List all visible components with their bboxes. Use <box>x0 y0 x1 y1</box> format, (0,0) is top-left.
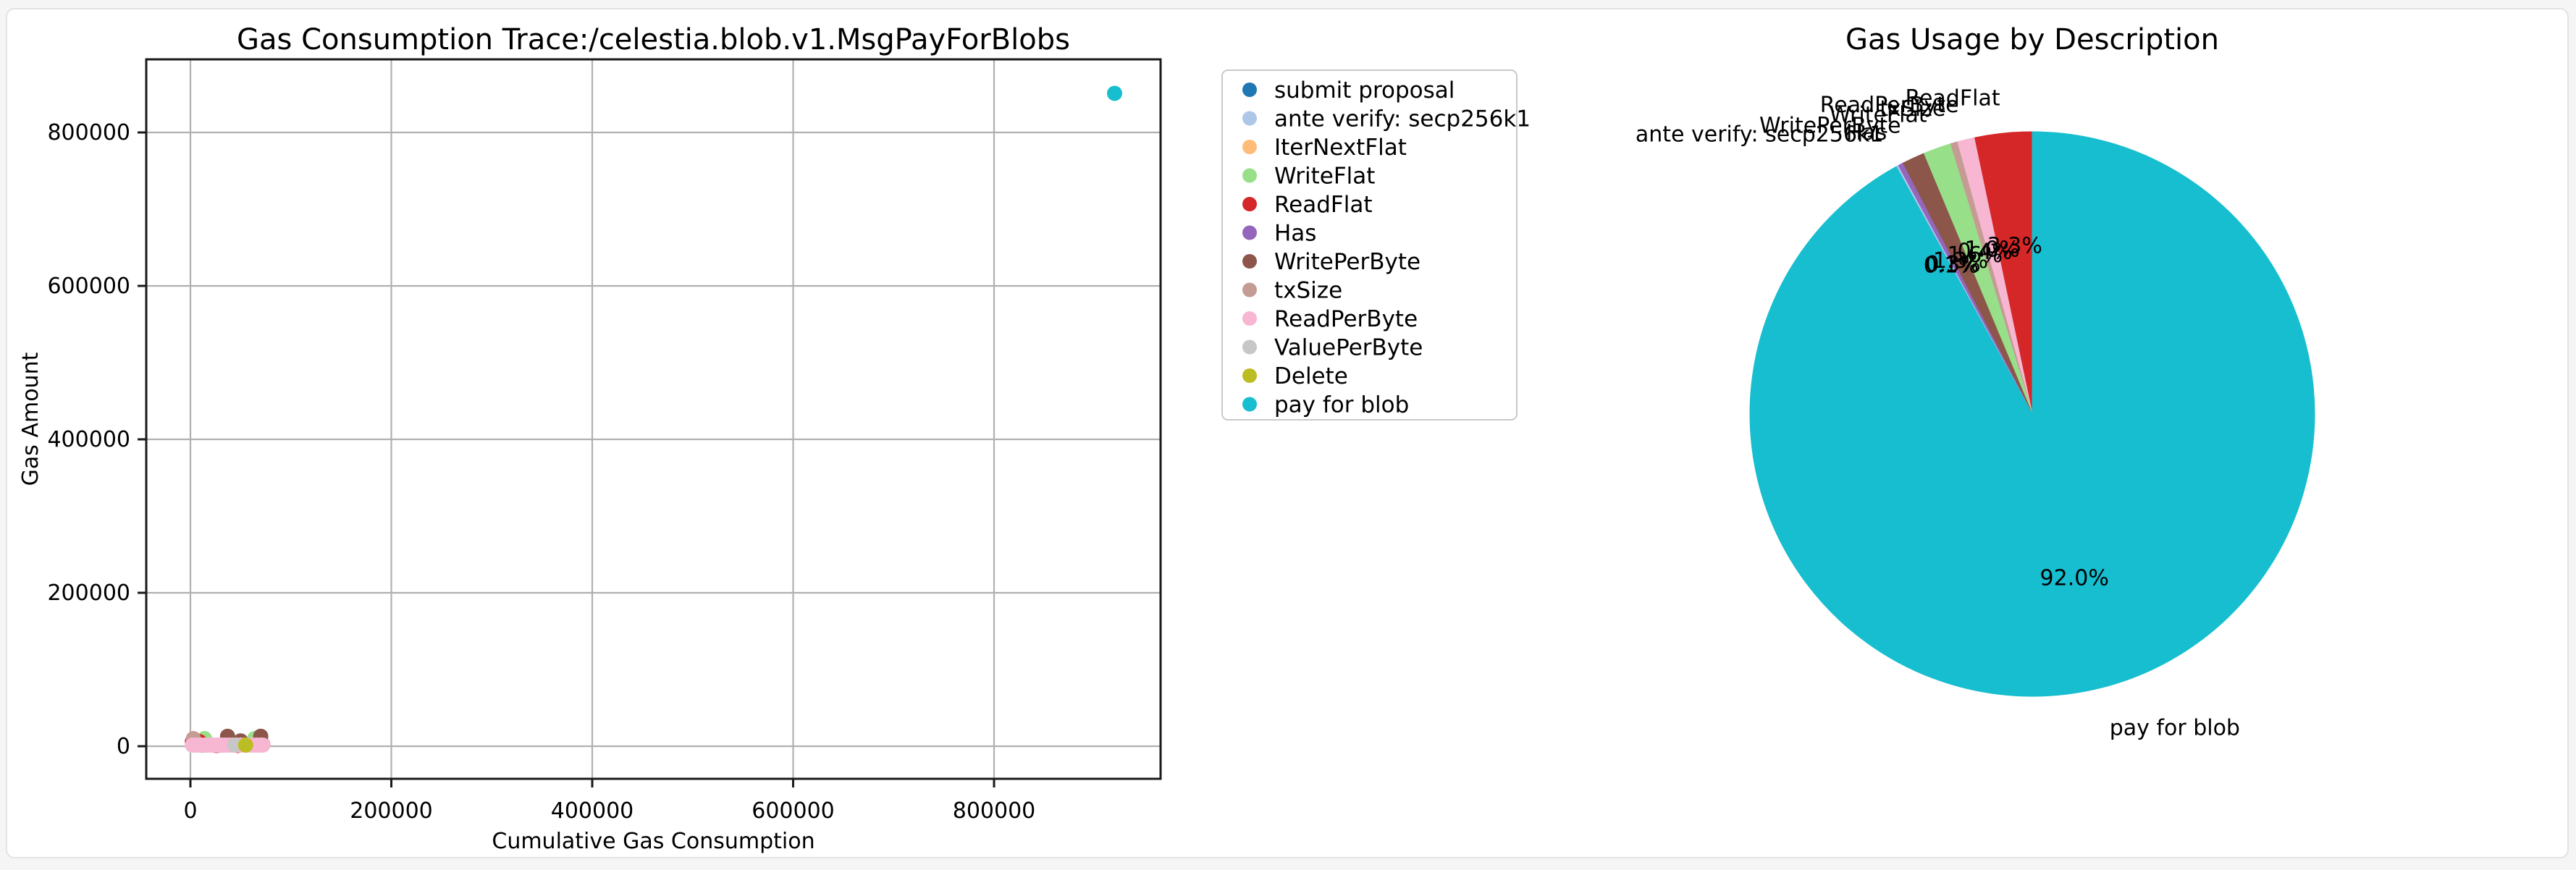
pie-pct-label: 1.0% <box>1965 237 2020 263</box>
y-tick-label: 600000 <box>47 274 130 299</box>
legend-label: WritePerByte <box>1274 249 1420 275</box>
scatter-point-valueperbyte <box>227 737 243 753</box>
legend-marker-iternextflat <box>1242 140 1257 154</box>
x-tick-label: 600000 <box>752 798 835 824</box>
x-axis-label: Cumulative Gas Consumption <box>492 829 815 854</box>
pie-label: ReadFlat <box>1905 85 2000 111</box>
legend-box <box>1221 69 1518 421</box>
pie-pct-label: 0.4% <box>1958 239 2013 264</box>
scatter-point-pay-for-blob <box>1107 85 1122 101</box>
legend-marker-ante-verify-secp256k1 <box>1242 111 1257 126</box>
legend-label: submit proposal <box>1274 77 1455 104</box>
legend-item: pay for blob <box>1242 392 1409 418</box>
legend-marker-writeflat <box>1242 168 1257 183</box>
legend-marker-submit-proposal <box>1242 83 1257 97</box>
pie-label: Has <box>1846 120 1887 145</box>
legend-label: ReadFlat <box>1274 192 1373 218</box>
pie-pct-label: 92.0% <box>2040 566 2109 591</box>
legend-item: Has <box>1242 221 1316 247</box>
legend-label: ValuePerByte <box>1274 335 1423 361</box>
legend-marker-has <box>1242 225 1257 240</box>
x-tick-label: 200000 <box>350 798 433 824</box>
pie-pct-label: 0.1% <box>1924 253 1979 279</box>
legend-marker-readflat <box>1242 197 1257 211</box>
x-tick-label: 0 <box>183 798 197 824</box>
pie-label: ante verify: secp256k1 <box>1636 122 1884 147</box>
legend-marker-txsize <box>1242 282 1257 297</box>
x-tick-label: 800000 <box>953 798 1036 824</box>
pie-pct-label: 1.3% <box>1933 248 1988 274</box>
pie-pct-label: 1.6% <box>1948 242 2003 268</box>
scatter-title: Gas Consumption Trace:/celestia.blob.v1.… <box>237 23 1070 56</box>
legend-marker-valueperbyte <box>1242 339 1257 355</box>
pie-pct-label: 3.3% <box>1987 233 2042 258</box>
legend-marker-readperbyte <box>1242 311 1257 326</box>
legend-label: Has <box>1274 221 1316 247</box>
y-tick-label: 800000 <box>47 120 130 145</box>
pie-label: txSize <box>1880 96 1945 122</box>
pie-pct-label: 0.3% <box>1925 252 1980 277</box>
pie-label: ReadPerByte <box>1820 93 1959 118</box>
legend-label: WriteFlat <box>1274 164 1375 190</box>
y-tick-label: 400000 <box>47 427 130 452</box>
legend-item: Delete <box>1242 363 1348 389</box>
legend-marker-writeperbyte <box>1242 254 1257 269</box>
legend-label: ante verify: secp256k1 <box>1274 106 1531 132</box>
legend-marker-pay-for-blob <box>1242 397 1257 412</box>
y-tick-label: 200000 <box>47 580 130 606</box>
legend-item: ante verify: secp256k1 <box>1242 106 1531 132</box>
legend-item: ReadFlat <box>1242 192 1373 218</box>
pie-title: Gas Usage by Description <box>1845 23 2219 56</box>
axes-frame <box>145 58 1162 780</box>
pie-label: WritePerByte <box>1759 113 1901 138</box>
legend-marker-delete <box>1242 368 1257 383</box>
scatter-chart: 0 200000 400000 600000 800000 0 200000 400000 60… <box>18 23 1162 854</box>
pie-labels: ReadFlat 3.3% ReadPerByte 1.0% txSize 0.4% Wri… <box>1636 85 2240 740</box>
scatter-point-readperbyte <box>255 737 271 753</box>
legend-item: submit proposal <box>1242 77 1455 104</box>
pie-label: pay for blob <box>2110 716 2240 741</box>
pie-label: WriteFlat <box>1830 102 1927 127</box>
pie-slice-pay-for-blob <box>1749 131 2315 697</box>
legend-item: WritePerByte <box>1242 249 1420 275</box>
legend-label: IterNextFlat <box>1274 135 1407 161</box>
legend-item: ReadPerByte <box>1242 306 1418 332</box>
x-tick-label: 400000 <box>551 798 634 824</box>
legend-item: WriteFlat <box>1242 164 1375 190</box>
legend-item: txSize <box>1242 278 1342 304</box>
legend-item: IterNextFlat <box>1242 135 1407 161</box>
legend-label: pay for blob <box>1274 392 1409 418</box>
pie-chart: Gas Usage by Description <box>1749 23 2315 697</box>
legend-label: txSize <box>1274 278 1342 304</box>
scatter-point-delete <box>237 737 253 753</box>
legend-label: ReadPerByte <box>1274 306 1418 332</box>
legend-label: Delete <box>1274 363 1348 389</box>
y-tick-label: 0 <box>117 734 130 759</box>
y-axis-label: Gas Amount <box>18 352 43 486</box>
legend-item: ValuePerByte <box>1242 335 1423 361</box>
